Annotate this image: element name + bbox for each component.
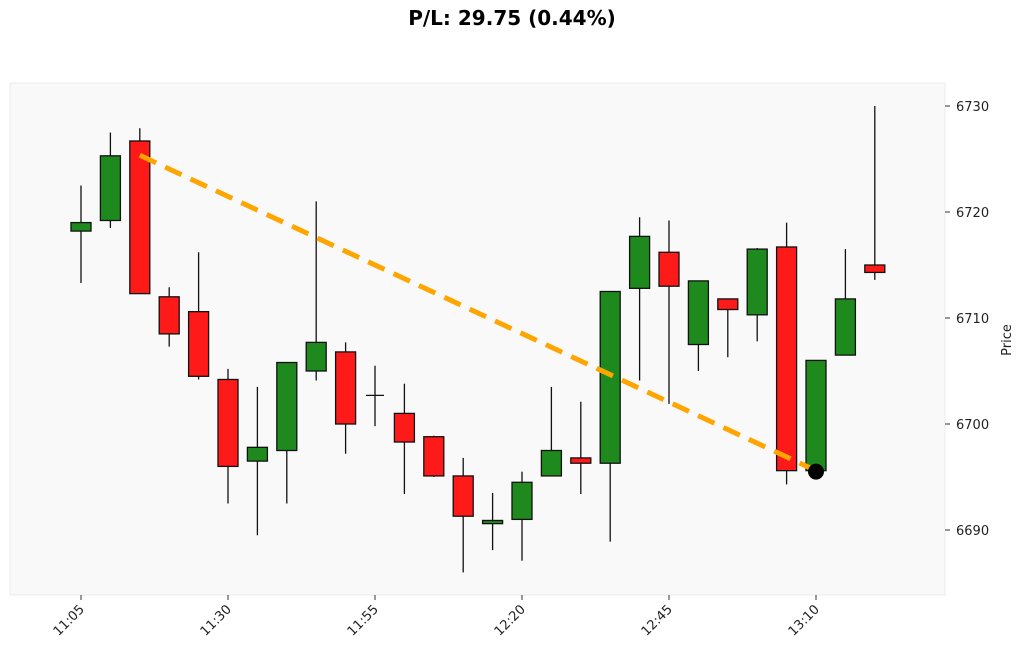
candle-body-down: [452, 475, 474, 517]
candle-body-up: [805, 359, 827, 472]
x-tick-label: 11:05: [51, 602, 88, 639]
candle-body-down: [158, 296, 180, 335]
candle-body-down: [217, 378, 239, 468]
candle: [746, 248, 768, 342]
candle: [129, 128, 151, 295]
candle-body-up: [746, 248, 768, 316]
x-axis: 11:05 11:30 11:55 12:20 12:45 13:10: [51, 595, 823, 639]
y-tick-label: 6700: [956, 418, 989, 433]
y-tick-label: 6720: [956, 206, 989, 221]
candle-body-up: [511, 481, 533, 521]
candle-body-down: [393, 412, 416, 443]
candle-body-up: [540, 449, 563, 477]
y-tick-label: 6710: [956, 312, 989, 327]
candle: [187, 252, 210, 380]
candle-body-down: [775, 246, 798, 472]
candle-body-up: [276, 361, 298, 452]
candle: [99, 132, 122, 228]
candle: [511, 471, 533, 561]
trade-layer: [130, 146, 824, 480]
candle: [393, 383, 416, 494]
candle-body-down: [864, 264, 886, 274]
candle: [366, 365, 384, 427]
candle: [305, 201, 327, 381]
candle: [658, 220, 680, 404]
x-tick-label: 12:45: [639, 602, 676, 639]
candle-body-down: [334, 351, 357, 425]
y-axis-title: Price: [1000, 324, 1015, 356]
x-tick-label: 13:10: [786, 602, 823, 639]
entry-marker-icon: [130, 146, 149, 162]
exit-marker-icon: [808, 463, 824, 480]
candle-body-down: [187, 310, 210, 377]
candle-body-down: [423, 436, 445, 477]
candle: [687, 280, 710, 371]
candle: [805, 359, 827, 472]
y-tick-label: 6730: [956, 100, 989, 115]
candle-body-up: [70, 221, 92, 232]
candle: [158, 287, 180, 347]
y-tick-label: 6690: [956, 524, 989, 539]
candle-body-up: [834, 298, 857, 356]
y-axis: 6690 6700 6710 6720 6730: [945, 100, 989, 539]
candle: [452, 457, 474, 573]
candle: [334, 342, 357, 454]
candle-body-up: [481, 519, 504, 525]
chart-title: P/L: 29.75 (0.44%): [408, 6, 616, 30]
candle: [540, 386, 563, 477]
x-tick-label: 11:30: [198, 602, 235, 639]
candle: [276, 361, 298, 504]
candle: [717, 298, 739, 358]
candle-body-down: [570, 457, 592, 464]
candle: [570, 401, 592, 494]
candle-body-down: [717, 298, 739, 311]
candle-body-up: [99, 155, 122, 222]
candle-body-up: [628, 235, 651, 289]
candle: [423, 435, 445, 477]
candle-body-down: [658, 251, 680, 287]
candle: [834, 249, 857, 356]
candle: [775, 222, 798, 485]
x-tick-label: 11:55: [345, 602, 382, 639]
candle-body-down: [129, 140, 151, 295]
candle: [246, 386, 269, 536]
x-tick-label: 12:20: [492, 602, 529, 639]
candle-body-up: [246, 446, 269, 462]
candle: [628, 217, 651, 381]
candle: [70, 185, 92, 284]
candle-body-up: [305, 341, 327, 372]
candle: [217, 368, 239, 504]
candle: [481, 492, 504, 551]
candle: [864, 106, 886, 280]
candle-body-up: [687, 280, 710, 346]
trade-line: [138, 153, 818, 473]
